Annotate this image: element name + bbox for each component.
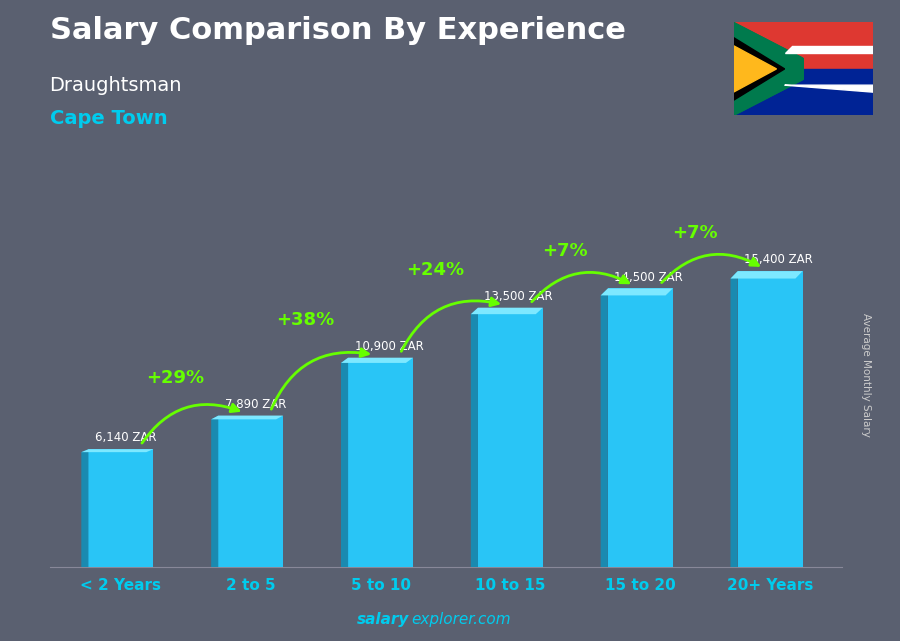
Bar xyxy=(734,69,873,115)
Polygon shape xyxy=(212,415,219,567)
Polygon shape xyxy=(600,288,672,296)
Polygon shape xyxy=(341,358,413,363)
Bar xyxy=(478,308,543,567)
Polygon shape xyxy=(81,449,88,567)
Bar xyxy=(88,449,153,567)
Text: Draughtsman: Draughtsman xyxy=(50,76,182,95)
Bar xyxy=(608,288,672,567)
Text: 14,500 ZAR: 14,500 ZAR xyxy=(615,271,683,283)
Text: 7,890 ZAR: 7,890 ZAR xyxy=(225,398,286,411)
Text: 10,900 ZAR: 10,900 ZAR xyxy=(355,340,423,353)
Polygon shape xyxy=(785,46,873,53)
Polygon shape xyxy=(734,22,803,115)
Text: 6,140 ZAR: 6,140 ZAR xyxy=(94,431,157,444)
Text: +7%: +7% xyxy=(672,224,717,242)
Polygon shape xyxy=(600,288,608,567)
Text: 13,500 ZAR: 13,500 ZAR xyxy=(484,290,554,303)
Bar xyxy=(803,79,873,115)
Polygon shape xyxy=(734,46,777,92)
Polygon shape xyxy=(81,449,153,452)
Bar xyxy=(734,22,873,69)
Text: Salary Comparison By Experience: Salary Comparison By Experience xyxy=(50,16,625,45)
Polygon shape xyxy=(212,415,284,419)
Text: +24%: +24% xyxy=(406,261,464,279)
Polygon shape xyxy=(734,38,785,100)
Text: 15,400 ZAR: 15,400 ZAR xyxy=(744,253,813,267)
Text: +38%: +38% xyxy=(276,311,335,329)
Text: salary: salary xyxy=(357,612,410,627)
Text: +7%: +7% xyxy=(542,242,588,260)
Polygon shape xyxy=(341,358,348,567)
Polygon shape xyxy=(731,271,738,567)
Polygon shape xyxy=(731,271,803,279)
Polygon shape xyxy=(471,308,543,314)
Text: explorer.com: explorer.com xyxy=(411,612,511,627)
Polygon shape xyxy=(471,308,478,567)
Bar xyxy=(348,358,413,567)
Text: +29%: +29% xyxy=(147,369,204,387)
Bar xyxy=(738,271,803,567)
Bar xyxy=(219,415,284,567)
Bar xyxy=(803,22,873,58)
Text: Average Monthly Salary: Average Monthly Salary xyxy=(860,313,871,437)
Text: Cape Town: Cape Town xyxy=(50,109,167,128)
Polygon shape xyxy=(785,85,873,92)
Polygon shape xyxy=(734,22,803,115)
